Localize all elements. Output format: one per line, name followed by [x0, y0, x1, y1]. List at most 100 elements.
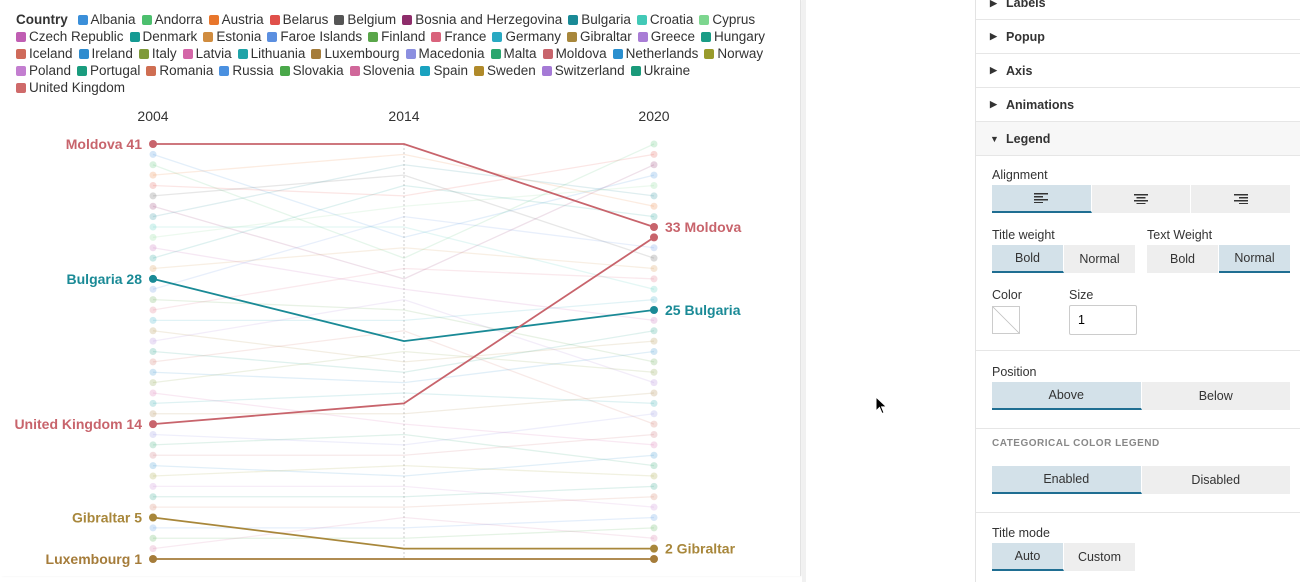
legend-item[interactable]: Cyprus: [699, 11, 755, 28]
faded-series-point: [650, 348, 658, 355]
legend-item[interactable]: Sweden: [474, 62, 536, 79]
legend-item[interactable]: Gibraltar: [566, 28, 632, 45]
categorical-legend-control: Enabled Disabled: [992, 466, 1290, 494]
faded-series-line: [152, 247, 655, 270]
legend-item[interactable]: Belarus: [269, 11, 328, 28]
legend-item[interactable]: Luxembourg: [311, 45, 400, 62]
title-weight-bold-button[interactable]: Bold: [992, 245, 1064, 273]
legend-swatch: [237, 49, 248, 59]
legend-item[interactable]: Norway: [704, 45, 763, 62]
text-weight-bold-button[interactable]: Bold: [1147, 245, 1219, 273]
title-weight-normal-button[interactable]: Normal: [1064, 245, 1135, 273]
legend-item[interactable]: Latvia: [182, 45, 232, 62]
legend-swatch: [219, 66, 230, 76]
faded-series-line: [152, 298, 655, 363]
faded-series-point: [650, 472, 658, 480]
section-axis[interactable]: ▶ Axis: [976, 54, 1300, 88]
section-popup[interactable]: ▶ Popup: [976, 20, 1300, 54]
categorical-legend-label: CATEGORICAL COLOR LEGEND: [992, 438, 1160, 449]
legend-item[interactable]: Estonia: [203, 28, 261, 45]
legend-item-label: Latvia: [195, 46, 232, 61]
legend-item[interactable]: Switzerland: [541, 62, 625, 79]
faded-series-point: [650, 493, 658, 501]
size-label: Size: [1069, 288, 1094, 302]
caret-right-icon: ▶: [990, 31, 997, 41]
position-label: Position: [992, 365, 1037, 379]
legend-item[interactable]: Bosnia and Herzegovina: [402, 11, 562, 28]
start-label: Luxembourg 1: [46, 551, 143, 567]
title-mode-auto-button[interactable]: Auto: [992, 543, 1064, 571]
legend-item-label: Gibraltar: [579, 29, 632, 44]
legend-item[interactable]: Bulgaria: [568, 11, 631, 28]
legend-item[interactable]: Slovakia: [279, 62, 344, 79]
position-above-button[interactable]: Above: [992, 382, 1142, 410]
legend-swatch: [311, 49, 322, 59]
categorical-disabled-button[interactable]: Disabled: [1141, 466, 1290, 494]
title-mode-control: Auto Custom: [992, 543, 1135, 571]
legend-item[interactable]: Albania: [77, 11, 136, 28]
legend-item[interactable]: Poland: [16, 62, 71, 79]
categorical-enabled-button[interactable]: Enabled: [992, 466, 1142, 494]
legend-item[interactable]: Spain: [420, 62, 468, 79]
align-center-button[interactable]: [1091, 185, 1192, 213]
series-point: [149, 274, 157, 283]
legend-item[interactable]: Austria: [208, 11, 264, 28]
faded-series-point: [650, 451, 658, 459]
legend-swatch: [146, 66, 157, 76]
faded-series-point: [650, 140, 658, 148]
faded-series-point: [650, 327, 658, 335]
series-point: [149, 420, 157, 429]
legend-item[interactable]: Hungary: [701, 28, 765, 45]
legend-item[interactable]: Netherlands: [612, 45, 698, 62]
legend-item[interactable]: Germany: [492, 28, 561, 45]
legend-swatch: [267, 32, 278, 42]
align-right-button[interactable]: [1191, 185, 1291, 213]
legend-item[interactable]: Iceland: [16, 45, 73, 62]
legend-item[interactable]: Belgium: [334, 11, 396, 28]
faded-series-point: [650, 244, 658, 252]
size-input[interactable]: [1069, 305, 1137, 335]
legend-item-label: Slovenia: [362, 63, 415, 78]
legend-item[interactable]: Portugal: [77, 62, 140, 79]
legend-swatch: [16, 49, 26, 59]
legend-title: Country: [16, 12, 68, 27]
legend-item[interactable]: France: [431, 28, 486, 45]
title-mode-custom-button[interactable]: Custom: [1064, 543, 1135, 571]
legend-item[interactable]: Malta: [490, 45, 537, 62]
legend-item[interactable]: Croatia: [636, 11, 693, 28]
legend-item[interactable]: Andorra: [141, 11, 203, 28]
legend-item[interactable]: Czech Republic: [16, 28, 124, 45]
legend-item[interactable]: Ukraine: [630, 62, 690, 79]
text-weight-normal-button[interactable]: Normal: [1219, 245, 1290, 273]
align-left-button[interactable]: [992, 185, 1092, 213]
legend-item[interactable]: Greece: [637, 28, 695, 45]
legend-item[interactable]: Faroe Islands: [267, 28, 362, 45]
color-picker[interactable]: [992, 306, 1020, 334]
faded-series-line: [152, 298, 655, 384]
legend-item[interactable]: Romania: [146, 62, 213, 79]
legend-item-label: Czech Republic: [29, 29, 124, 44]
section-legend[interactable]: ▼ Legend: [976, 122, 1300, 156]
faded-series-line: [152, 330, 655, 373]
legend-item-label: Denmark: [142, 29, 198, 44]
series-point: [149, 140, 157, 148]
legend-item[interactable]: Ireland: [78, 45, 133, 62]
section-labels[interactable]: ▶ Labels: [976, 0, 1300, 20]
faded-series-line: [152, 350, 655, 384]
legend-item[interactable]: Finland: [368, 28, 425, 45]
legend-item[interactable]: Denmark: [129, 28, 198, 45]
legend-item[interactable]: Macedonia: [405, 45, 485, 62]
position-below-button[interactable]: Below: [1141, 382, 1290, 410]
legend-swatch: [269, 15, 280, 25]
legend-item[interactable]: Slovenia: [349, 62, 415, 79]
faded-series-line: [152, 433, 655, 467]
legend-item-label: Germany: [505, 29, 561, 44]
legend-item[interactable]: Russia: [219, 62, 274, 79]
legend-item[interactable]: Lithuania: [237, 45, 305, 62]
legend-item[interactable]: Italy: [138, 45, 177, 62]
legend-item[interactable]: United Kingdom: [16, 79, 125, 96]
faded-series-line: [153, 298, 655, 322]
legend-item[interactable]: Moldova: [542, 45, 607, 62]
faded-series-point: [149, 545, 157, 553]
section-animations[interactable]: ▶ Animations: [976, 88, 1300, 122]
